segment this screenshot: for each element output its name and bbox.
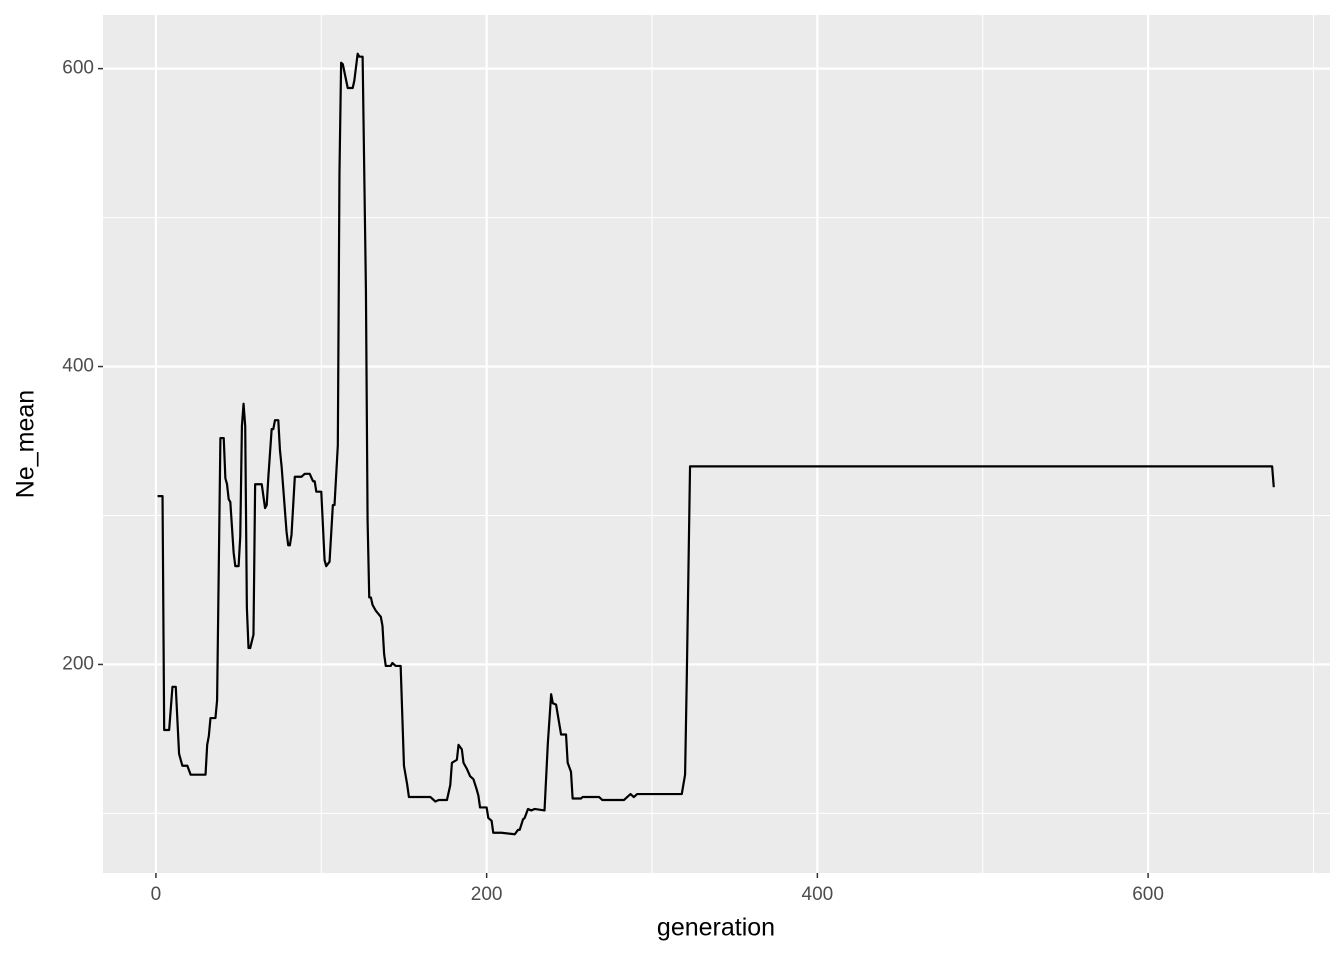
x-tick-label: 600 (1132, 884, 1164, 905)
y-tick-label: 200 (62, 653, 94, 674)
y-tick-label: 600 (62, 58, 94, 79)
plot-panel (103, 15, 1330, 873)
x-tick-label: 0 (151, 884, 162, 905)
marks (157, 52, 1275, 836)
x-tick-label: 400 (802, 884, 834, 905)
x-tick-label: 200 (471, 884, 503, 905)
data-line (157, 52, 1275, 836)
grid (103, 15, 1330, 873)
x-axis-title: generation (657, 914, 775, 942)
y-tick-label: 400 (62, 356, 94, 377)
y-axis-title: Ne_mean (12, 390, 40, 498)
